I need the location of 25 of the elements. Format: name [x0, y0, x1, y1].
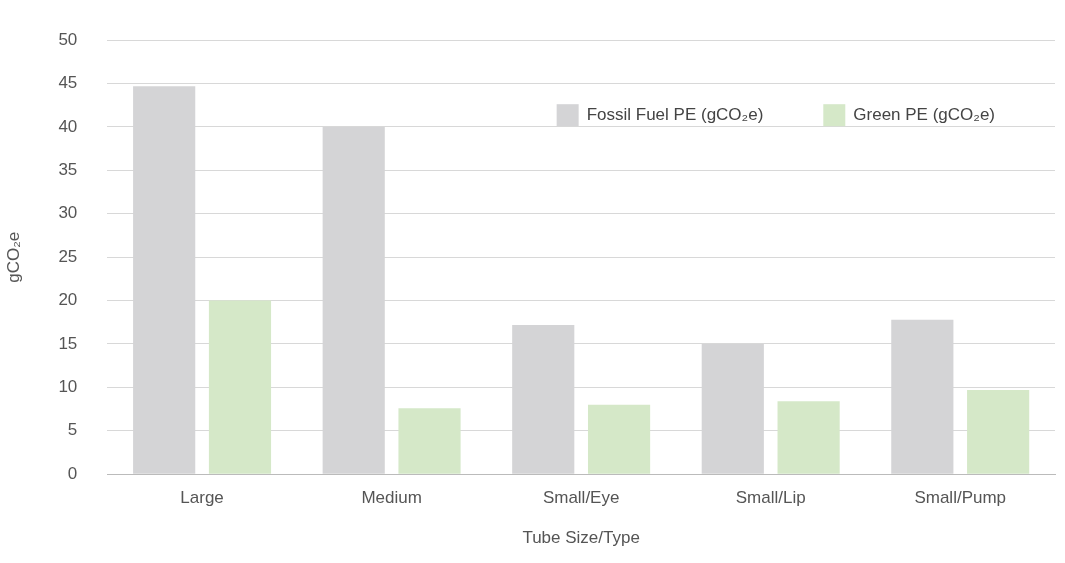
y-tick-label: 10: [58, 377, 78, 397]
y-tick-label: 50: [58, 29, 78, 49]
y-tick-label: 35: [58, 160, 78, 180]
bar: [398, 408, 461, 474]
x-tick-label: Large: [180, 488, 224, 508]
legend-label: Fossil Fuel PE (gCO₂e): [586, 104, 764, 124]
bar: [208, 300, 272, 474]
y-tick-label: 15: [58, 333, 78, 353]
x-axis-title: Tube Size/Type: [522, 528, 640, 548]
y-tick-label: 30: [58, 203, 78, 223]
y-tick-label: 0: [67, 463, 78, 483]
y-tick-label: 5: [67, 420, 78, 440]
x-tick-label: Small/Pump: [914, 488, 1007, 508]
bar: [587, 404, 651, 474]
y-tick-label: 40: [58, 116, 78, 136]
y-axis-title: gCO₂e: [3, 231, 23, 283]
bar: [777, 401, 840, 474]
y-tick-label: 20: [58, 290, 78, 310]
y-tick-label: 25: [58, 246, 78, 266]
x-tick-label: Small/Eye: [542, 488, 620, 508]
legend-label: Green PE (gCO₂e): [853, 104, 995, 124]
bar: [967, 390, 1030, 474]
x-tick-label: Small/Lip: [735, 488, 806, 508]
y-tick-label: 45: [58, 73, 78, 93]
x-tick-label: Medium: [361, 488, 422, 508]
